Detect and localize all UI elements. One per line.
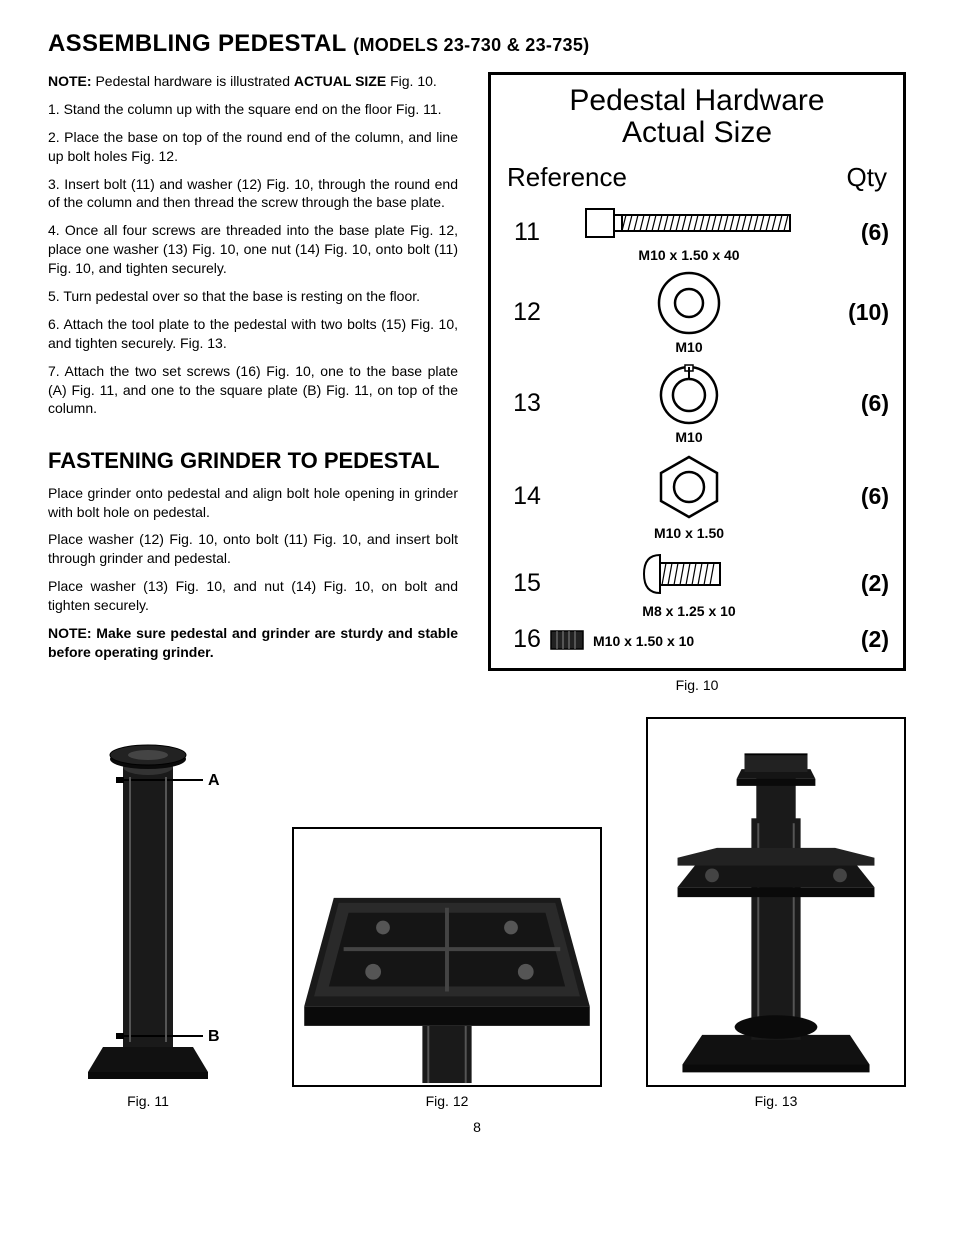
hardware-row-13: 13 M10 (6) <box>505 361 889 445</box>
hw-ref-16: 16 <box>505 625 549 654</box>
left-column: NOTE: Pedestal hardware is illustrated A… <box>48 72 458 693</box>
note-2: NOTE: Make sure pedestal and grinder are… <box>48 624 458 662</box>
hw-label-13: M10 <box>675 429 702 445</box>
note-text: Pedestal hardware is illustrated <box>92 73 294 89</box>
right-column: Pedestal Hardware Actual Size Reference … <box>488 72 906 693</box>
hw-qty-12: (10) <box>829 299 889 326</box>
step-4: 4. Once all four screws are threaded int… <box>48 221 458 278</box>
title-sub: (MODELS 23-730 & 23-735) <box>353 35 589 55</box>
hardware-box: Pedestal Hardware Actual Size Reference … <box>488 72 906 671</box>
figure-12: Fig. 12 <box>292 827 602 1109</box>
lock-washer-icon: M10 <box>549 361 829 445</box>
hw-qty-16: (2) <box>829 626 889 653</box>
hardware-row-15: 15 M8 x 1.25 x 10 <box>505 547 889 619</box>
set-screw-icon: M10 x 1.50 x 10 <box>549 629 829 651</box>
hardware-row-12: 12 M10 (10) <box>505 269 889 355</box>
hw-title-line2: Actual Size <box>622 116 772 149</box>
fig13-caption: Fig. 13 <box>755 1093 798 1109</box>
fig13-illustration <box>646 717 906 1087</box>
hw-ref-15: 15 <box>505 569 549 598</box>
hw-ref-12: 12 <box>505 298 549 327</box>
fig12-caption: Fig. 12 <box>426 1093 469 1109</box>
hw-qty-11: (6) <box>829 219 889 246</box>
hardware-row-16: 16 M10 x 1.50 x 10 (2) <box>505 625 889 654</box>
svg-text:B: B <box>208 1028 220 1045</box>
hw-ref-11: 11 <box>505 218 549 247</box>
fasten-1: Place grinder onto pedestal and align bo… <box>48 484 458 522</box>
bottom-figures: A B Fig. 11 <box>48 717 906 1109</box>
hw-ref-14: 14 <box>505 482 549 511</box>
note-suffix: Fig. 10. <box>386 73 437 89</box>
hw-header-ref: Reference <box>507 162 627 193</box>
hex-nut-icon: M10 x 1.50 <box>549 451 829 541</box>
figure-11: A B Fig. 11 <box>48 717 248 1109</box>
step-5: 5. Turn pedestal over so that the base i… <box>48 287 458 306</box>
fig12-illustration <box>292 827 602 1087</box>
bolt-icon: M10 x 1.50 x 40 <box>549 201 829 263</box>
flat-washer-icon: M10 <box>549 269 829 355</box>
note-paragraph: NOTE: Pedestal hardware is illustrated A… <box>48 72 458 91</box>
svg-text:A: A <box>208 772 220 789</box>
hw-label-14: M10 x 1.50 <box>654 525 724 541</box>
hw-ref-13: 13 <box>505 389 549 418</box>
step-2: 2. Place the base on top of the round en… <box>48 128 458 166</box>
hardware-row-11: 11 <box>505 201 889 263</box>
fasten-2: Place washer (12) Fig. 10, onto bolt (11… <box>48 530 458 568</box>
hardware-header-row: Reference Qty <box>505 162 889 193</box>
step-6: 6. Attach the tool plate to the pedestal… <box>48 315 458 353</box>
hardware-row-14: 14 M10 x 1.50 (6) <box>505 451 889 541</box>
fig10-caption: Fig. 10 <box>488 677 906 693</box>
note-prefix: NOTE: <box>48 73 92 89</box>
hw-header-qty: Qty <box>847 162 887 193</box>
step-7: 7. Attach the two set screws (16) Fig. 1… <box>48 362 458 419</box>
figure-13: Fig. 13 <box>646 717 906 1109</box>
hw-qty-13: (6) <box>829 390 889 417</box>
fasten-3: Place washer (13) Fig. 10, and nut (14) … <box>48 577 458 615</box>
short-bolt-icon: M8 x 1.25 x 10 <box>549 547 829 619</box>
page-title: ASSEMBLING PEDESTAL (MODELS 23-730 & 23-… <box>48 30 906 58</box>
fig11-illustration: A B <box>48 717 248 1087</box>
hw-qty-15: (2) <box>829 570 889 597</box>
hw-label-15: M8 x 1.25 x 10 <box>642 603 735 619</box>
hw-label-11: M10 x 1.50 x 40 <box>638 247 739 263</box>
title-main: ASSEMBLING PEDESTAL <box>48 30 346 57</box>
fastening-heading: FASTENING GRINDER TO PEDESTAL <box>48 448 458 473</box>
hw-label-16: M10 x 1.50 x 10 <box>593 633 694 649</box>
two-column-layout: NOTE: Pedestal hardware is illustrated A… <box>48 72 906 693</box>
step-3: 3. Insert bolt (11) and washer (12) Fig.… <box>48 175 458 213</box>
page-number: 8 <box>48 1119 906 1135</box>
hardware-title: Pedestal Hardware Actual Size <box>505 85 889 148</box>
hw-label-12: M10 <box>675 339 702 355</box>
fig11-caption: Fig. 11 <box>127 1093 169 1109</box>
step-1: 1. Stand the column up with the square e… <box>48 100 458 119</box>
hw-qty-14: (6) <box>829 483 889 510</box>
note-bold2: ACTUAL SIZE <box>294 73 386 89</box>
hw-title-line1: Pedestal Hardware <box>569 84 824 117</box>
